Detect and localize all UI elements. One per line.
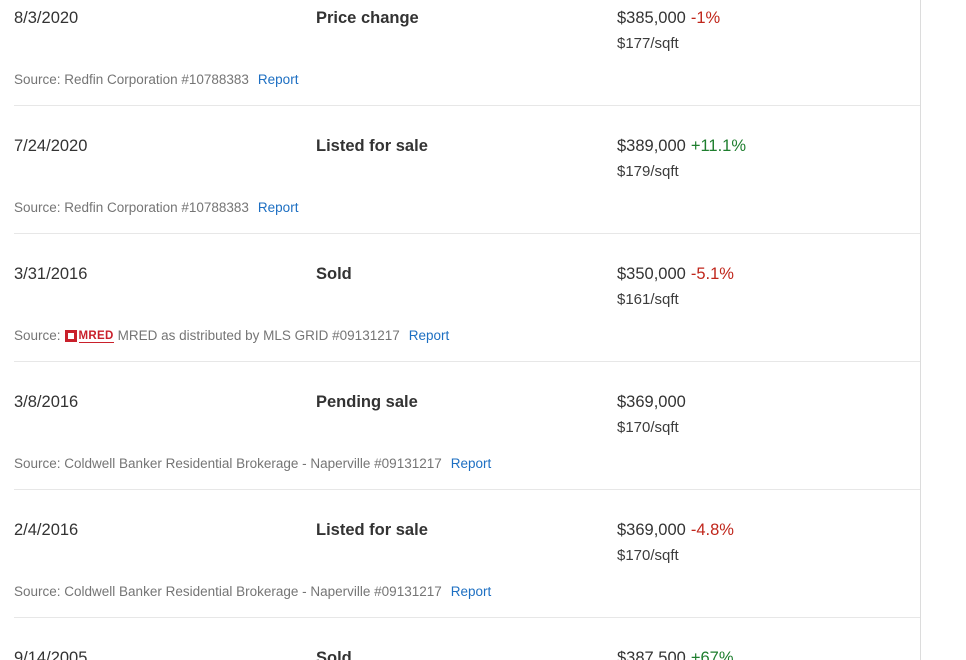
history-row: 8/3/2020 Price change $385,000 -1% $177/s… [14,0,920,106]
price-per-sqft: $179/sqft [617,163,679,180]
history-row: 3/8/2016 Pending sale $369,000 $170/sqft… [14,362,920,490]
price: $369,000 [617,521,686,539]
event-type: Sold [316,649,352,660]
price-block: $369,000 -4.8% $170/sqft [617,517,920,569]
price-block: $385,000 -1% $177/sqft [617,5,920,57]
price-block: $350,000 -5.1% $161/sqft [617,261,920,313]
report-link[interactable]: Report [450,456,492,471]
report-link[interactable]: Report [450,584,492,599]
source-text: Source: Redfin Corporation #10788383 [14,72,249,87]
source-text: Source: Coldwell Banker Residential Brok… [14,456,442,471]
history-row: 7/24/2020 Listed for sale $389,000 +11.1%… [14,106,920,234]
price: $350,000 [617,265,686,283]
price-change-percent: +67% [690,649,734,660]
event-type: Pending sale [316,393,418,411]
event-type: Price change [316,9,419,27]
history-row: 3/31/2016 Sold $350,000 -5.1% $161/sqft S… [14,234,920,362]
source-line: Source: Redfin Corporation #10788383 Repo… [14,200,920,216]
event-date: 7/24/2020 [14,137,88,155]
price-per-sqft: $170/sqft [617,547,679,564]
price-change-percent: -1% [690,9,721,27]
event-date: 3/31/2016 [14,265,88,283]
price-per-sqft: $170/sqft [617,419,679,436]
price-per-sqft: $177/sqft [617,35,679,52]
event-type: Sold [316,265,352,283]
source-line: Source: MRED MRED as distributed by MLS GR… [14,328,920,344]
event-date: 3/8/2016 [14,393,79,411]
history-row: 2/4/2016 Listed for sale $369,000 -4.8% $… [14,490,920,618]
price-change-percent: -4.8% [690,521,734,539]
report-link[interactable]: Report [408,328,450,343]
source-line: Source: Redfin Corporation #10788383 Repo… [14,72,920,88]
price: $385,000 [617,9,686,27]
history-row: 9/14/2005 Sold $387,500+67% $178/sqft [14,618,920,660]
event-type: Listed for sale [316,521,428,539]
price: $369,000 [617,393,686,411]
source-text: MRED as distributed by MLS GRID #0913121… [117,328,400,343]
source-prefix: Source: [14,328,61,343]
source-line: Source: Coldwell Banker Residential Brok… [14,584,920,600]
mred-logo: MRED [64,329,114,343]
price-per-sqft: $161/sqft [617,291,679,308]
event-date: 9/14/2005 [14,649,88,660]
price-block: $389,000 +11.1% $179/sqft [617,133,920,185]
event-date: 2/4/2016 [14,521,79,539]
source-text: Source: Coldwell Banker Residential Brok… [14,584,442,599]
source-text: Source: Redfin Corporation #10788383 [14,200,249,215]
event-date: 8/3/2020 [14,9,79,27]
price-change-percent: -5.1% [690,265,734,283]
event-type: Listed for sale [316,137,428,155]
report-link[interactable]: Report [257,200,299,215]
price-change-percent: +11.1% [690,137,747,155]
report-link[interactable]: Report [257,72,299,87]
price: $389,000 [617,137,686,155]
source-line: Source: Coldwell Banker Residential Brok… [14,456,920,472]
mred-logo-icon [64,330,77,342]
price-block: $369,000 $170/sqft [617,389,920,441]
mred-logo-label: MRED [78,329,114,343]
property-history-table: 8/3/2020 Price change $385,000 -1% $177/s… [14,0,921,660]
price-block: $387,500+67% $178/sqft [617,645,920,660]
price: $387,500 [617,649,686,660]
